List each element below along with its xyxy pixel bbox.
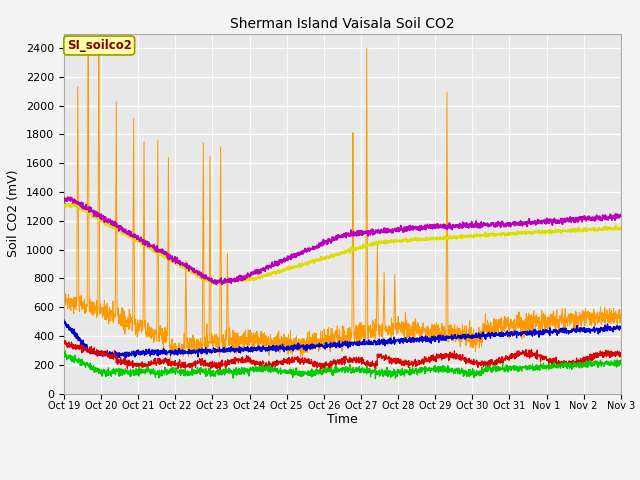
CO2_3 [116, 228, 124, 234]
CO2_5 [236, 347, 244, 353]
CO2_1 [542, 355, 550, 360]
CO2_1 [236, 358, 244, 364]
CO2_4 [376, 372, 384, 378]
CO2_6 [64, 194, 72, 200]
CO2_4 [511, 368, 518, 373]
CO2_6 [236, 276, 244, 282]
Line: CO2_2: CO2_2 [64, 48, 621, 360]
CO2_5 [116, 353, 124, 359]
CO2_3 [511, 230, 518, 236]
CO2_4 [60, 353, 68, 359]
CO2_3 [617, 224, 625, 230]
CO2_3 [609, 225, 617, 231]
CO2_3 [63, 201, 71, 206]
CO2_5 [376, 339, 384, 345]
CO2_2 [236, 341, 244, 347]
CO2_1 [116, 358, 124, 364]
CO2_2 [511, 323, 518, 328]
Y-axis label: Soil CO2 (mV): Soil CO2 (mV) [8, 170, 20, 257]
CO2_4 [116, 371, 124, 377]
Legend: CO2_1, CO2_2, CO2_3, CO2_4, CO2_5, CO2_6: CO2_1, CO2_2, CO2_3, CO2_4, CO2_5, CO2_6 [134, 476, 551, 480]
CO2_5 [617, 325, 625, 331]
CO2_6 [116, 223, 124, 228]
CO2_6 [376, 228, 384, 234]
CO2_1 [61, 338, 68, 344]
CO2_1 [60, 339, 68, 345]
CO2_4 [542, 365, 550, 371]
Line: CO2_5: CO2_5 [64, 320, 621, 358]
CO2_3 [236, 277, 244, 283]
CO2_1 [609, 352, 617, 358]
Line: CO2_1: CO2_1 [64, 341, 621, 370]
CO2_6 [609, 213, 617, 219]
X-axis label: Time: Time [327, 413, 358, 426]
CO2_6 [60, 194, 68, 200]
CO2_2 [60, 290, 68, 296]
CO2_1 [376, 351, 384, 357]
CO2_4 [236, 372, 244, 378]
CO2_3 [376, 239, 384, 244]
CO2_6 [212, 282, 220, 288]
CO2_6 [511, 220, 518, 226]
CO2_1 [511, 356, 518, 362]
CO2_4 [609, 360, 617, 366]
CO2_5 [510, 333, 518, 338]
CO2_5 [542, 328, 550, 334]
Text: SI_soilco2: SI_soilco2 [67, 39, 132, 52]
CO2_4 [61, 348, 69, 354]
CO2_1 [317, 367, 324, 373]
Line: CO2_4: CO2_4 [64, 351, 621, 379]
CO2_4 [372, 376, 380, 382]
CO2_3 [60, 202, 68, 207]
CO2_1 [617, 351, 625, 357]
CO2_4 [617, 358, 625, 363]
Title: Sherman Island Vaisala Soil CO2: Sherman Island Vaisala Soil CO2 [230, 17, 454, 31]
CO2_5 [609, 327, 617, 333]
CO2_2 [116, 317, 124, 323]
CO2_2 [166, 357, 174, 363]
CO2_2 [542, 317, 550, 323]
CO2_2 [84, 45, 92, 51]
CO2_6 [542, 218, 550, 224]
CO2_6 [617, 213, 625, 218]
CO2_3 [208, 281, 216, 287]
Line: CO2_3: CO2_3 [64, 204, 621, 284]
CO2_2 [617, 312, 625, 318]
CO2_5 [60, 317, 68, 323]
CO2_2 [609, 320, 617, 326]
CO2_2 [376, 328, 384, 334]
Line: CO2_6: CO2_6 [64, 197, 621, 285]
CO2_3 [542, 228, 550, 234]
CO2_5 [111, 355, 119, 360]
